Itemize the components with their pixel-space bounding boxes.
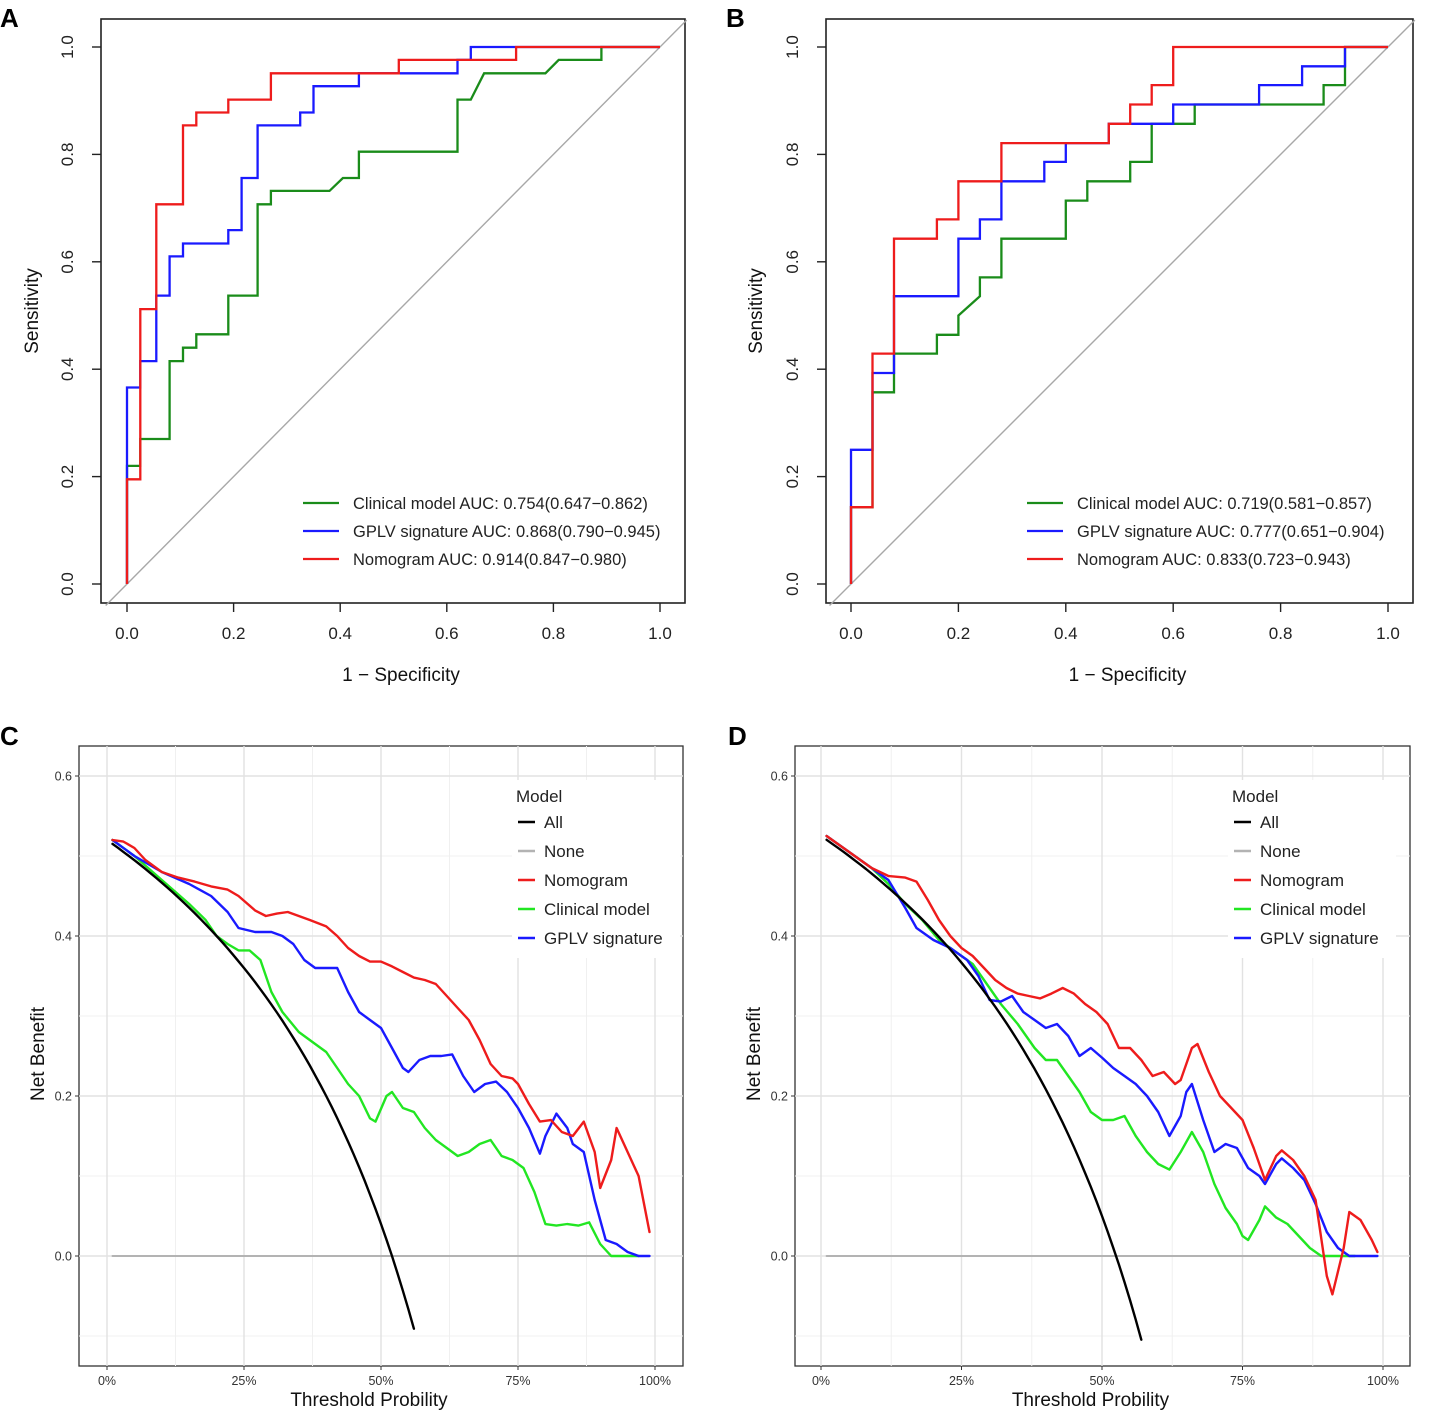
- legend-label: All: [1260, 813, 1279, 832]
- x-axis-title: 1 − Specificity: [1069, 665, 1187, 686]
- plot-frame: [825, 18, 1414, 604]
- x-axis-title: 1 − Specificity: [342, 665, 460, 686]
- panel-b: B 0.0 0.0 0.2 0.2 0.4 0.4 0.6 0.6 0.8 0.8 1.0 1.0 1 −…: [726, 3, 1416, 686]
- legend-label: Nomogram: [544, 871, 628, 890]
- y-tick-label: 0.0: [771, 1250, 788, 1264]
- y-tick-label: 0.4: [783, 357, 802, 381]
- x-tick-label: 50%: [1089, 1374, 1114, 1388]
- dca-curve-all: [825, 838, 1143, 1341]
- legend-label: None: [544, 842, 585, 861]
- dca-curve-gplv-signature: [825, 834, 1379, 1258]
- legend-box: [1228, 780, 1396, 958]
- y-tick-label: 0.4: [771, 930, 788, 944]
- y-tick-label: 0.0: [55, 1250, 72, 1264]
- dca-curve-gplv-signature: [111, 838, 651, 1258]
- y-tick-label: 0.2: [771, 1090, 788, 1104]
- y-tick-label: 0.6: [783, 250, 802, 274]
- x-tick-label: 50%: [368, 1374, 393, 1388]
- y-tick-label: 0.6: [771, 770, 788, 784]
- x-tick-label: 0.6: [1161, 624, 1185, 643]
- x-tick-label: 25%: [231, 1374, 256, 1388]
- legend-label: Nomogram AUC: 0.914(0.847−0.980): [353, 551, 627, 569]
- legend-label: All: [544, 813, 563, 832]
- y-tick-label: 0.2: [783, 465, 802, 489]
- legend-title: Model: [516, 787, 562, 806]
- plot-frame: [100, 18, 686, 604]
- x-tick-label: 25%: [949, 1374, 974, 1388]
- x-axis-title: Threshold Probility: [1012, 1390, 1170, 1411]
- legend-label: Clinical model: [544, 900, 650, 919]
- dca-curve-nomogram: [825, 834, 1379, 1296]
- x-tick-label: 0.4: [328, 624, 352, 643]
- x-tick-label: 100%: [1367, 1374, 1399, 1388]
- y-tick-label: 0.2: [55, 1090, 72, 1104]
- y-tick-label: 0.8: [783, 143, 802, 167]
- legend-label: GPLV signature AUC: 0.777(0.651−0.904): [1077, 523, 1384, 541]
- reference-diagonal: [105, 19, 688, 606]
- x-tick-label: 0.4: [1054, 624, 1078, 643]
- y-tick-label: 0.6: [58, 250, 77, 274]
- x-tick-label: 0.6: [435, 624, 459, 643]
- panel-letter: B: [726, 3, 745, 33]
- legend-title: Model: [1232, 787, 1278, 806]
- y-tick-label: 0.0: [783, 572, 802, 596]
- legend-label: GPLV signature: [1260, 929, 1379, 948]
- dca-curve-clinical-model: [111, 838, 640, 1258]
- legend-label: Clinical model AUC: 0.754(0.647−0.862): [353, 495, 648, 513]
- reference-diagonal: [829, 19, 1416, 606]
- x-tick-label: 75%: [505, 1374, 530, 1388]
- y-tick-label: 0.2: [58, 465, 77, 489]
- legend-label: GPLV signature: [544, 929, 663, 948]
- y-axis-title: Sensitivity: [22, 268, 43, 354]
- panel-a: A 0.0 0.0 0.2 0.2 0.4 0.4 0.6 0.6 0.8 0.8 1.0 1.0 1 −…: [0, 3, 688, 686]
- panel-letter: A: [0, 3, 19, 33]
- x-tick-label: 1.0: [1376, 624, 1400, 643]
- panel-d: D 0% 25% 50% 75% 100% 0.0 0.2 0.4 0.6 Threshold Pr…: [728, 721, 1411, 1411]
- y-axis-title: Sensitivity: [746, 268, 767, 354]
- legend-label: Clinical model AUC: 0.719(0.581−0.857): [1077, 495, 1372, 513]
- y-axis-title: Net Benefit: [28, 1006, 49, 1101]
- y-tick-label: 0.0: [58, 572, 77, 596]
- y-tick-label: 0.6: [55, 770, 72, 784]
- legend-label: Nomogram: [1260, 871, 1344, 890]
- roc-curve-nomogram: [125, 45, 660, 584]
- panel-c: C 0% 25% 50% 75% 100% 0.0 0.2 0.4 0.6 Threshold Pr…: [0, 721, 684, 1411]
- panel-letter: D: [728, 721, 747, 751]
- x-tick-label: 0.8: [542, 624, 566, 643]
- roc-curve-gplv-signature: [125, 45, 660, 584]
- x-tick-label: 0.0: [115, 624, 139, 643]
- panel-letter: C: [0, 721, 19, 751]
- dca-curve-all: [111, 842, 416, 1330]
- legend-label: GPLV signature AUC: 0.868(0.790−0.945): [353, 523, 660, 541]
- legend-label: None: [1260, 842, 1301, 861]
- dca-curve-nomogram: [111, 838, 651, 1234]
- y-tick-label: 0.4: [55, 930, 72, 944]
- x-tick-label: 0%: [98, 1374, 116, 1388]
- y-axis-title: Net Benefit: [744, 1006, 765, 1101]
- y-tick-label: 0.8: [58, 143, 77, 167]
- legend-label: Nomogram AUC: 0.833(0.723−0.943): [1077, 551, 1351, 569]
- x-tick-label: 0.2: [222, 624, 246, 643]
- y-tick-label: 0.4: [58, 357, 77, 381]
- x-tick-label: 0.0: [839, 624, 863, 643]
- x-tick-label: 0%: [812, 1374, 830, 1388]
- roc-curve-nomogram: [849, 45, 1388, 584]
- roc-curve-clinical-model: [125, 45, 660, 584]
- x-axis-title: Threshold Probility: [290, 1390, 448, 1411]
- x-tick-label: 75%: [1230, 1374, 1255, 1388]
- x-tick-label: 0.2: [947, 624, 971, 643]
- y-tick-label: 1.0: [58, 35, 77, 59]
- y-tick-label: 1.0: [783, 35, 802, 59]
- x-tick-label: 0.8: [1269, 624, 1293, 643]
- legend-label: Clinical model: [1260, 900, 1366, 919]
- x-tick-label: 1.0: [648, 624, 672, 643]
- legend-box: [512, 780, 680, 958]
- x-tick-label: 100%: [639, 1374, 671, 1388]
